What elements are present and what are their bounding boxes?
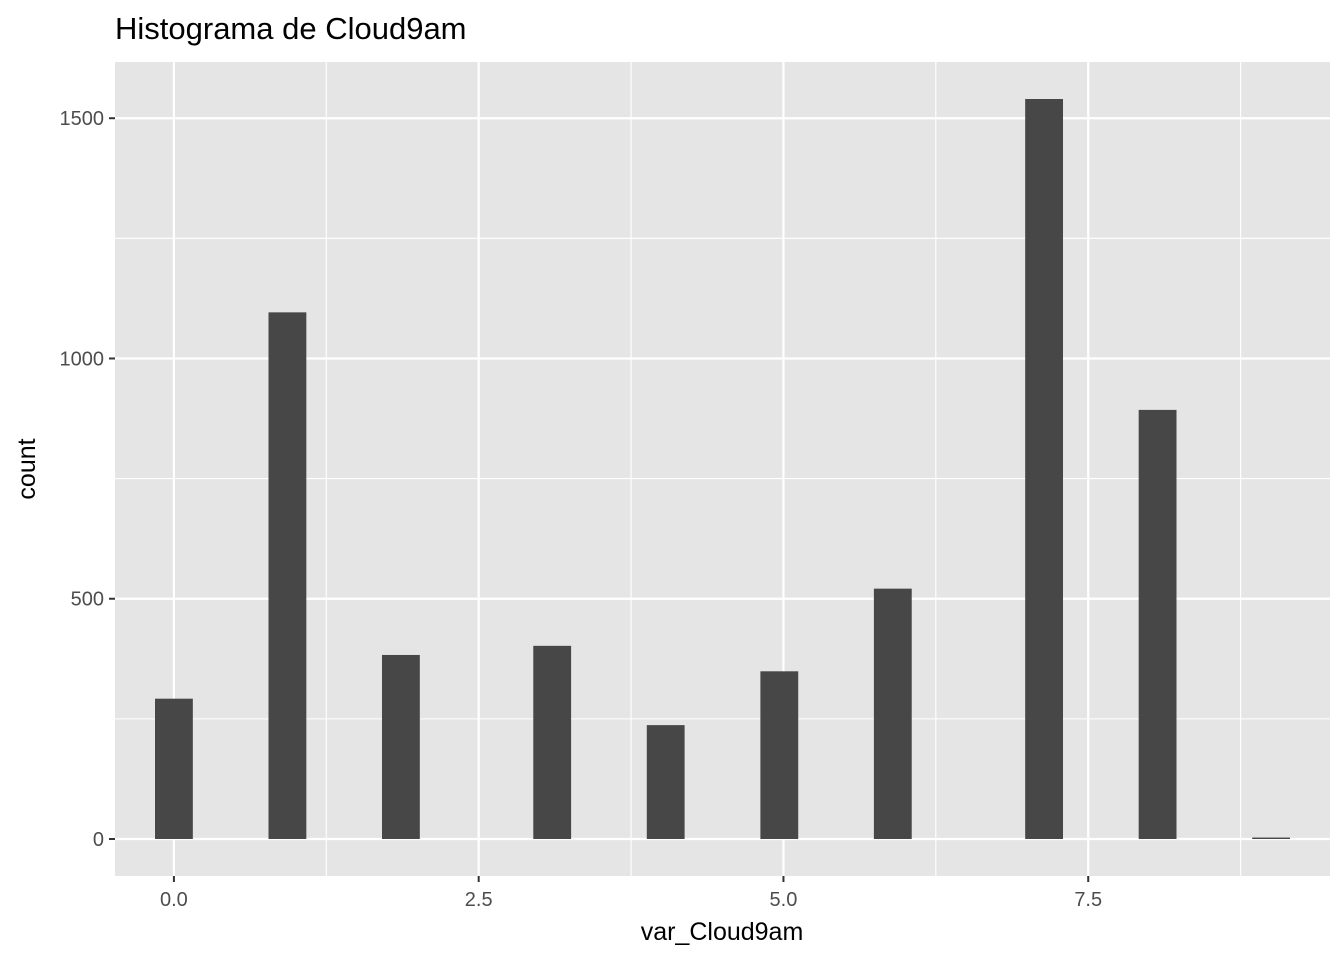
histogram-bar <box>646 725 685 839</box>
plot-panel <box>115 62 1330 876</box>
x-tick-label: 5.0 <box>770 889 798 911</box>
histogram-bar <box>268 312 307 839</box>
histogram-bar <box>533 645 572 839</box>
histogram-bar <box>1252 837 1290 839</box>
histogram-bar <box>1025 99 1064 839</box>
x-tick-label: 7.5 <box>1074 889 1102 911</box>
x-axis-title: var_Cloud9am <box>641 918 804 946</box>
x-axis: 0.0 2.5 5.0 7.5 <box>160 876 1102 911</box>
histogram-bar <box>873 588 912 839</box>
y-tick-label: 500 <box>71 589 104 611</box>
grid-minor <box>115 62 1330 876</box>
y-tick-label: 1500 <box>60 108 105 130</box>
histogram-bar <box>760 671 799 839</box>
y-axis: 0 500 1000 1500 <box>60 108 115 851</box>
histogram-bar <box>381 654 420 839</box>
bars <box>155 99 1290 839</box>
x-tick-label: 0.0 <box>160 889 188 911</box>
y-tick-label: 1000 <box>60 348 105 370</box>
histogram-bar <box>155 698 193 839</box>
x-tick-label: 2.5 <box>465 889 493 911</box>
y-tick-label: 0 <box>93 829 104 851</box>
histogram-bar <box>1138 409 1177 839</box>
y-axis-title: count <box>13 438 41 499</box>
chart-title: Histograma de Cloud9am <box>115 11 467 46</box>
